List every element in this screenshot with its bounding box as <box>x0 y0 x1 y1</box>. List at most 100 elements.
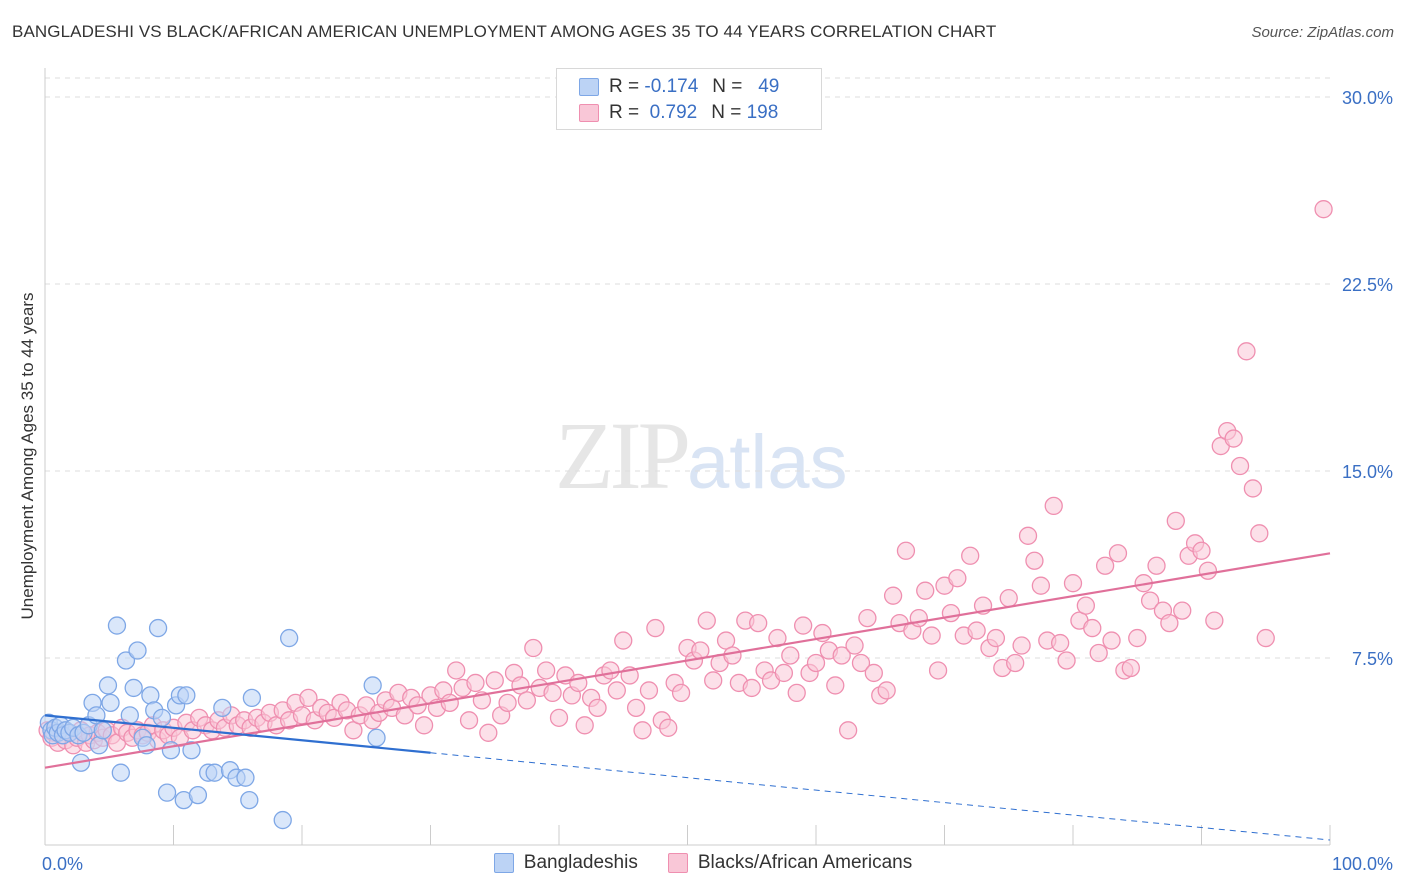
point-bangladeshi <box>107 616 127 635</box>
point-black <box>1243 479 1263 498</box>
point-black <box>1140 591 1160 610</box>
legend-swatch-blacks <box>667 853 688 873</box>
point-black <box>967 621 986 640</box>
point-bangladeshi <box>236 768 255 787</box>
point-black <box>986 628 1006 648</box>
point-black <box>601 661 620 680</box>
point-black <box>1051 633 1070 653</box>
point-black <box>806 653 826 673</box>
point-black <box>671 683 691 703</box>
legend-item-blacks[interactable]: Blacks/African Americans <box>667 852 913 874</box>
point-black <box>697 611 716 630</box>
point-black <box>1147 556 1166 575</box>
legend-n-value: 198 <box>746 102 779 123</box>
legend-r-value: 0.792 <box>649 102 698 123</box>
point-bangladeshi <box>279 628 299 648</box>
y-axis-label: Unemployment Among Ages 35 to 44 years <box>18 292 37 620</box>
point-black <box>588 698 607 718</box>
point-bangladeshi <box>363 676 382 695</box>
point-bangladeshi <box>367 728 386 747</box>
point-black <box>1230 456 1250 476</box>
point-black <box>845 636 864 655</box>
legend-item-bangladeshis[interactable]: Bangladeshis <box>493 852 638 874</box>
point-bangladeshi <box>93 721 112 740</box>
point-black <box>723 646 742 665</box>
point-black <box>1031 576 1051 595</box>
point-black <box>1063 574 1083 593</box>
point-bangladeshi <box>157 783 177 802</box>
point-black <box>1083 618 1102 638</box>
point-black <box>1025 551 1044 570</box>
point-black <box>704 671 723 690</box>
legend-n-label: N = <box>711 102 742 123</box>
legend-label-bangladeshis: Bangladeshis <box>523 852 638 873</box>
point-black <box>1076 596 1095 615</box>
point-black <box>517 691 537 710</box>
point-black <box>447 661 466 680</box>
point-black <box>896 541 916 560</box>
point-black <box>479 723 498 742</box>
point-black <box>961 546 980 565</box>
point-black <box>459 711 479 730</box>
point-black <box>916 581 935 600</box>
y-tick-label: 7.5% <box>1352 649 1393 669</box>
source-credit: Source: ZipAtlas.com <box>1251 24 1394 41</box>
point-black <box>1102 631 1121 650</box>
point-black <box>1095 556 1115 575</box>
point-black <box>537 661 556 680</box>
legend-swatch-bangladeshis <box>493 853 514 873</box>
point-black <box>575 716 594 735</box>
legend-swatch-bangladeshi <box>579 78 599 96</box>
x-tick-label: 0.0% <box>42 854 83 874</box>
point-black <box>909 608 928 628</box>
point-black <box>742 678 761 698</box>
point-black <box>838 721 858 740</box>
point-black <box>440 693 459 713</box>
point-bangladeshi <box>188 785 208 805</box>
point-black <box>614 631 633 650</box>
point-black <box>299 688 318 708</box>
point-black <box>466 673 485 693</box>
point-bangladeshi <box>240 790 259 810</box>
point-black <box>883 586 903 605</box>
legend-label-blacks: Blacks/African Americans <box>697 852 913 873</box>
point-black <box>1224 429 1243 448</box>
chart-title: BANGLADESHI VS BLACK/AFRICAN AMERICAN UN… <box>12 22 997 41</box>
y-tick-label: 15.0% <box>1342 462 1393 482</box>
legend-n-label: N = <box>712 76 743 97</box>
point-black <box>781 646 800 665</box>
point-bangladeshi <box>128 641 147 660</box>
point-bangladeshi <box>148 618 168 638</box>
point-black <box>524 638 543 658</box>
point-black <box>646 618 665 638</box>
point-bangladeshi <box>205 763 224 782</box>
point-black <box>1089 643 1108 663</box>
trend-line-bangladeshi <box>44 714 431 754</box>
point-bangladeshi <box>124 678 143 698</box>
point-black <box>999 589 1018 608</box>
point-bangladeshi <box>273 810 292 830</box>
point-bangladeshi <box>101 693 120 713</box>
point-black <box>1044 496 1063 516</box>
point-black <box>1006 653 1025 673</box>
y-tick-label: 22.5% <box>1342 275 1393 295</box>
point-black <box>826 676 845 695</box>
point-bangladeshi <box>177 686 196 705</box>
point-black <box>1250 524 1269 543</box>
series-legend: Bangladeshis Blacks/African Americans <box>0 852 1406 874</box>
point-black <box>1192 541 1211 560</box>
legend-row-bangladeshi: R = -0.174 N = 49 <box>579 75 779 99</box>
y-tick-label: 30.0% <box>1342 88 1393 108</box>
point-black <box>851 653 871 673</box>
point-bangladeshi <box>141 686 160 705</box>
point-bangladeshi <box>182 741 201 760</box>
point-black <box>749 613 768 633</box>
point-black <box>1166 511 1185 531</box>
point-bangladeshi <box>111 763 130 782</box>
x-tick-label: 100.0% <box>1332 854 1393 874</box>
point-black <box>794 616 813 635</box>
legend-n-value: 49 <box>758 76 780 97</box>
point-black <box>549 708 569 727</box>
point-black <box>1237 342 1256 361</box>
